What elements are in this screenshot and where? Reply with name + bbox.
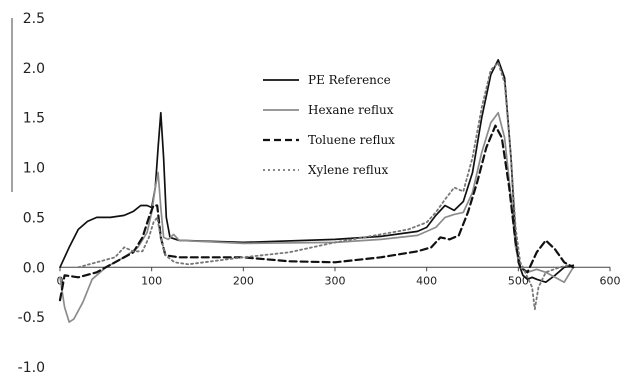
legend-entry: Toluene reflux (308, 133, 395, 147)
series-line-xylene-reflux (77, 62, 570, 311)
x-tick-label: 600 (600, 274, 621, 287)
y-tick-label: 1.5 (23, 111, 45, 127)
y-tick-label: 2.5 (23, 11, 45, 27)
x-tick-label: 200 (233, 274, 254, 287)
y-tick-label: 0.0 (23, 260, 45, 276)
y-tick-label: 0.5 (23, 210, 45, 226)
x-tick-label: 400 (416, 274, 437, 287)
x-tick-label: 500 (508, 274, 529, 287)
y-tick-label: 2.0 (23, 61, 45, 77)
y-tick-label: 1.0 (23, 161, 45, 177)
x-tick-label: 300 (325, 274, 346, 287)
series-line-pe-reference (59, 59, 575, 284)
legend: PE Reference Hexane reflux Toluene reflux X… (263, 73, 395, 177)
series-layer (58, 59, 575, 323)
y-tick-label: -1.0 (18, 360, 45, 376)
legend-entry: PE Reference (308, 73, 391, 87)
y-tick-label: -0.5 (18, 310, 45, 326)
axes: 0 100 200 300 400 500 6002.52.01.51.00.50.0-0.… (11, 11, 621, 376)
x-tick-label: 100 (141, 274, 162, 287)
legend-entry: Xylene reflux (308, 163, 388, 177)
series-line-toluene-reflux (58, 124, 575, 302)
legend-entry: Hexane reflux (308, 103, 394, 117)
